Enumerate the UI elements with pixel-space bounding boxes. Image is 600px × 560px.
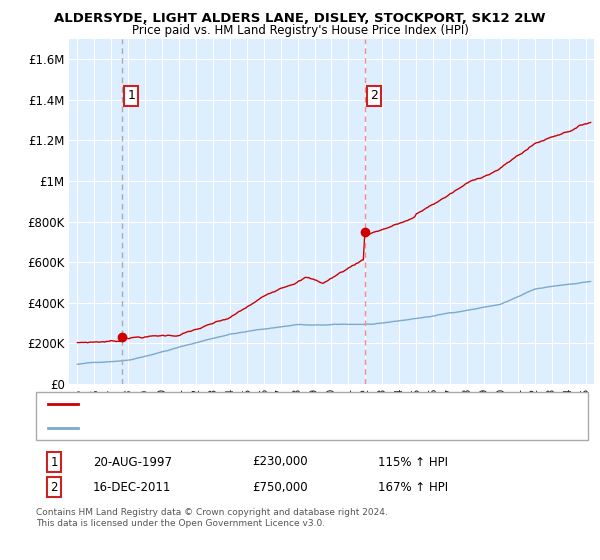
Text: HPI: Average price, detached house, Cheshire East: HPI: Average price, detached house, Ches… xyxy=(84,423,349,433)
Text: £750,000: £750,000 xyxy=(252,480,308,494)
Text: ALDERSYDE, LIGHT ALDERS LANE, DISLEY, STOCKPORT, SK12 2LW (detached house): ALDERSYDE, LIGHT ALDERS LANE, DISLEY, ST… xyxy=(84,399,523,409)
Text: 20-AUG-1997: 20-AUG-1997 xyxy=(93,455,172,469)
Text: Price paid vs. HM Land Registry's House Price Index (HPI): Price paid vs. HM Land Registry's House … xyxy=(131,24,469,36)
Text: £230,000: £230,000 xyxy=(252,455,308,469)
Text: 2: 2 xyxy=(50,480,58,494)
Text: 1: 1 xyxy=(127,90,135,102)
Text: ALDERSYDE, LIGHT ALDERS LANE, DISLEY, STOCKPORT, SK12 2LW: ALDERSYDE, LIGHT ALDERS LANE, DISLEY, ST… xyxy=(54,12,546,25)
Text: 1: 1 xyxy=(50,455,58,469)
Text: 115% ↑ HPI: 115% ↑ HPI xyxy=(378,455,448,469)
Text: 16-DEC-2011: 16-DEC-2011 xyxy=(93,480,172,494)
Text: 2: 2 xyxy=(370,90,377,102)
Text: Contains HM Land Registry data © Crown copyright and database right 2024.
This d: Contains HM Land Registry data © Crown c… xyxy=(36,508,388,528)
Text: 167% ↑ HPI: 167% ↑ HPI xyxy=(378,480,448,494)
